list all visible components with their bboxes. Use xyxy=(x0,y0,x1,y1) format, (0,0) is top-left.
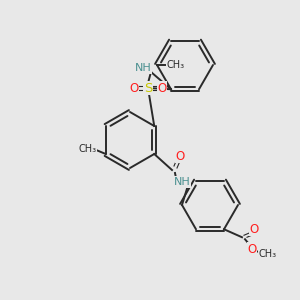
Text: O: O xyxy=(176,149,184,163)
Text: O: O xyxy=(158,82,166,94)
Text: CH₃: CH₃ xyxy=(167,60,185,70)
Text: NH: NH xyxy=(174,177,190,187)
Text: S: S xyxy=(144,82,152,94)
Text: O: O xyxy=(248,243,256,256)
Text: CH₃: CH₃ xyxy=(259,249,277,259)
Text: O: O xyxy=(249,223,259,236)
Text: O: O xyxy=(129,82,139,94)
Text: CH₃: CH₃ xyxy=(79,144,97,154)
Text: NH: NH xyxy=(135,63,152,73)
